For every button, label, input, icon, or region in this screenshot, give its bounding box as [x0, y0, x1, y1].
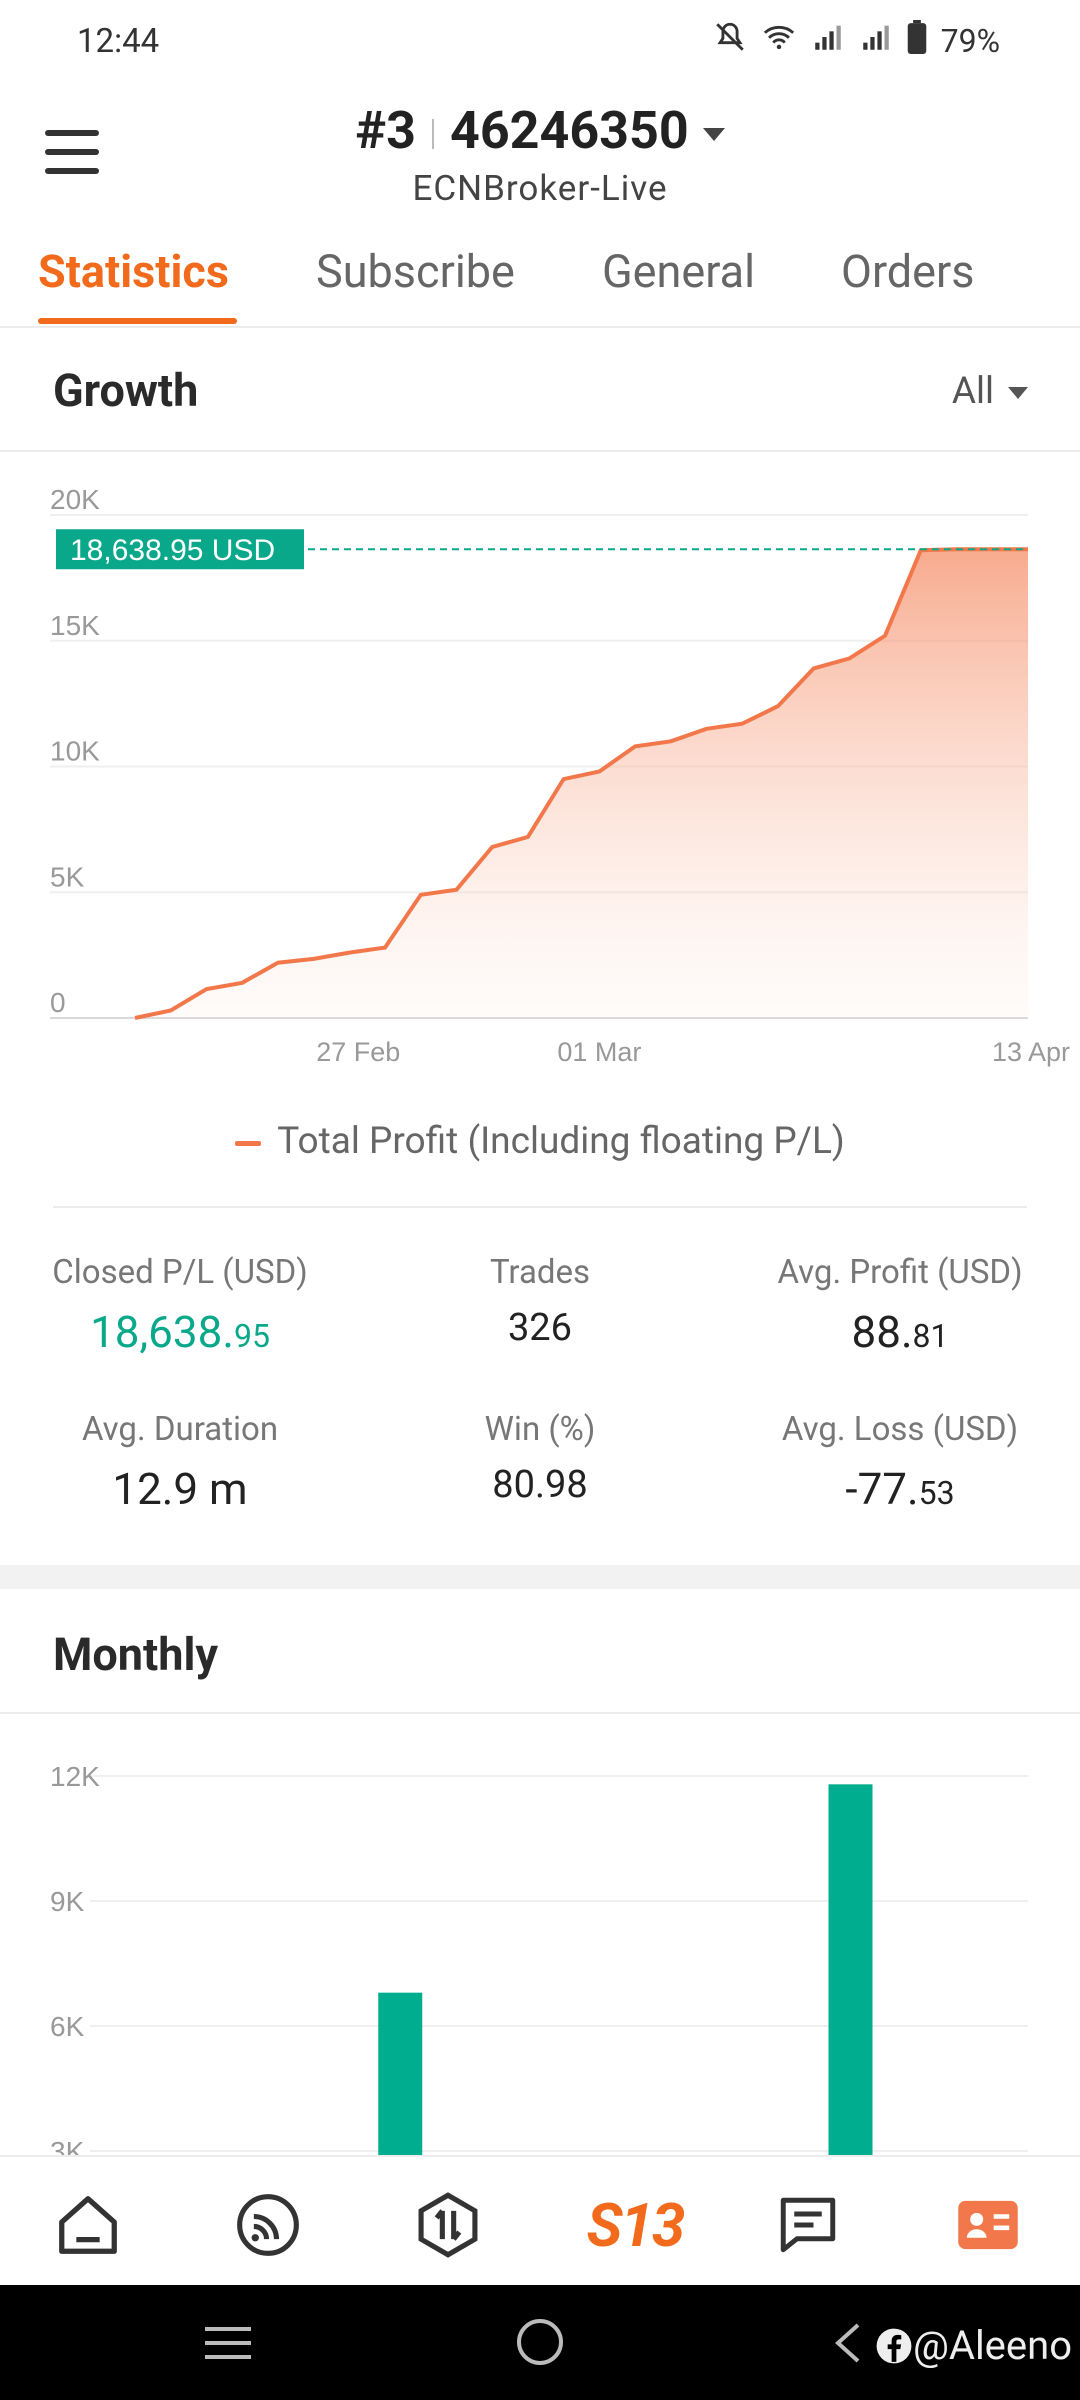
y-tick-label: 15K	[50, 610, 100, 641]
tab-orders[interactable]: Orders	[841, 245, 975, 298]
stat-label: Trades	[489, 1253, 591, 1292]
server-name: ECNBroker-Live	[412, 168, 668, 209]
signal-icon	[811, 20, 845, 62]
y-tick-label: 9K	[50, 1886, 85, 1917]
stat-value: 80.98	[492, 1463, 588, 1507]
growth-area	[135, 549, 1028, 1018]
y-tick-label: 12K	[50, 1761, 100, 1792]
dropdown-caret-icon	[702, 127, 725, 141]
stat-label: Avg. Profit (USD)	[777, 1253, 1023, 1292]
monthly-title: Monthly	[53, 1628, 219, 1681]
stat-closed-pl: Closed P/L (USD) 18,638.95	[15, 1253, 345, 1358]
home-icon	[59, 2196, 117, 2254]
home-button-icon[interactable]	[515, 2317, 565, 2367]
title-separator	[431, 119, 434, 150]
monthly-bar[interactable]	[378, 1992, 423, 2155]
nav-signals[interactable]	[228, 2185, 308, 2265]
stat-value: 326	[507, 1306, 573, 1350]
stat-label: Avg. Duration	[81, 1410, 279, 1449]
account-id: 46246350	[449, 100, 689, 161]
stat-value: 88.81	[851, 1306, 949, 1358]
mute-icon	[713, 20, 747, 62]
growth-filter-label: All	[951, 370, 994, 413]
nav-account[interactable]	[948, 2185, 1028, 2265]
current-value-label: 18,638.95 USD	[70, 534, 275, 567]
y-tick-label: 0	[50, 987, 66, 1018]
battery-icon	[907, 20, 927, 62]
tab-statistics[interactable]: Statistics	[38, 245, 229, 298]
nav-trade[interactable]	[408, 2185, 488, 2265]
signal-icon	[859, 20, 893, 62]
stat-label: Avg. Loss (USD)	[781, 1410, 1019, 1449]
account-card-icon	[958, 2200, 1018, 2250]
recent-apps-icon[interactable]	[203, 2323, 253, 2363]
watermark: @Aleeno	[875, 2322, 1072, 2369]
account-selector[interactable]: #3 46246350	[0, 100, 1080, 161]
chat-icon	[780, 2197, 836, 2253]
stat-label: Closed P/L (USD)	[52, 1253, 308, 1292]
x-tick-label: 13 Apr	[992, 1037, 1070, 1067]
watermark-text: @Aleeno	[912, 2322, 1072, 2369]
growth-line	[134, 547, 1028, 1020]
section-gap	[0, 1565, 1080, 1589]
tab-subscribe[interactable]: Subscribe	[316, 245, 515, 298]
divider	[0, 1712, 1080, 1714]
growth-title: Growth	[53, 364, 199, 417]
legend-label: Total Profit (Including floating P/L)	[277, 1120, 845, 1163]
chart-legend: Total Profit (Including floating P/L)	[0, 1120, 1080, 1163]
trade-icon	[418, 2192, 478, 2258]
dropdown-caret-icon	[1008, 387, 1028, 400]
menu-icon[interactable]	[40, 120, 104, 184]
stat-avg-profit: Avg. Profit (USD) 88.81	[735, 1253, 1065, 1358]
back-icon[interactable]	[832, 2321, 862, 2365]
tab-general[interactable]: General	[602, 245, 756, 298]
growth-period-dropdown[interactable]: All	[952, 370, 1028, 413]
nav-chat[interactable]	[768, 2185, 848, 2265]
stat-value: -77.53	[845, 1463, 955, 1515]
signals-icon	[237, 2194, 299, 2256]
y-tick-label: 20K	[50, 484, 100, 515]
x-tick-label: 27 Feb	[316, 1037, 400, 1067]
stat-win: Win (%) 80.98	[375, 1410, 705, 1507]
status-time: 12:44	[77, 22, 160, 61]
monthly-chart[interactable]: 12K 9K 6K 3K	[0, 1740, 1080, 2155]
stat-avg-loss: Avg. Loss (USD) -77.53	[735, 1410, 1065, 1515]
stat-trades: Trades 326	[375, 1253, 705, 1350]
active-tab-indicator	[38, 318, 237, 324]
current-value-badge	[56, 529, 304, 570]
monthly-bar[interactable]	[828, 1784, 873, 2155]
y-tick-label: 5K	[50, 861, 85, 892]
battery-level: 79%	[940, 22, 1000, 60]
status-icons: 79%	[713, 20, 1000, 62]
legend-swatch	[235, 1140, 262, 1146]
y-tick-label: 10K	[50, 736, 100, 767]
stat-value: 12.9 m	[112, 1463, 248, 1515]
divider	[53, 1206, 1027, 1208]
divider	[0, 326, 1080, 328]
stat-label: Win (%)	[484, 1410, 596, 1449]
bottom-nav: S13	[0, 2155, 1080, 2287]
divider	[0, 450, 1080, 452]
status-bar: 12:44 79%	[0, 0, 1080, 90]
nav-brand-s13[interactable]: S13	[586, 2189, 686, 2261]
nav-home[interactable]	[48, 2185, 128, 2265]
y-tick-label: 6K	[50, 2011, 85, 2042]
account-number: #3	[355, 100, 416, 161]
wifi-icon	[761, 20, 797, 62]
x-tick-label: 01 Mar	[557, 1037, 641, 1067]
facebook-icon	[876, 2328, 912, 2364]
stat-value: 18,638.95	[90, 1306, 270, 1358]
stat-avg-duration: Avg. Duration 12.9 m	[15, 1410, 345, 1515]
growth-chart[interactable]: 0 5K 10K 15K 20K 18,638.95 USD 27 Feb 01 Mar 1…	[0, 480, 1080, 1080]
y-tick-label: 3K	[50, 2136, 85, 2155]
